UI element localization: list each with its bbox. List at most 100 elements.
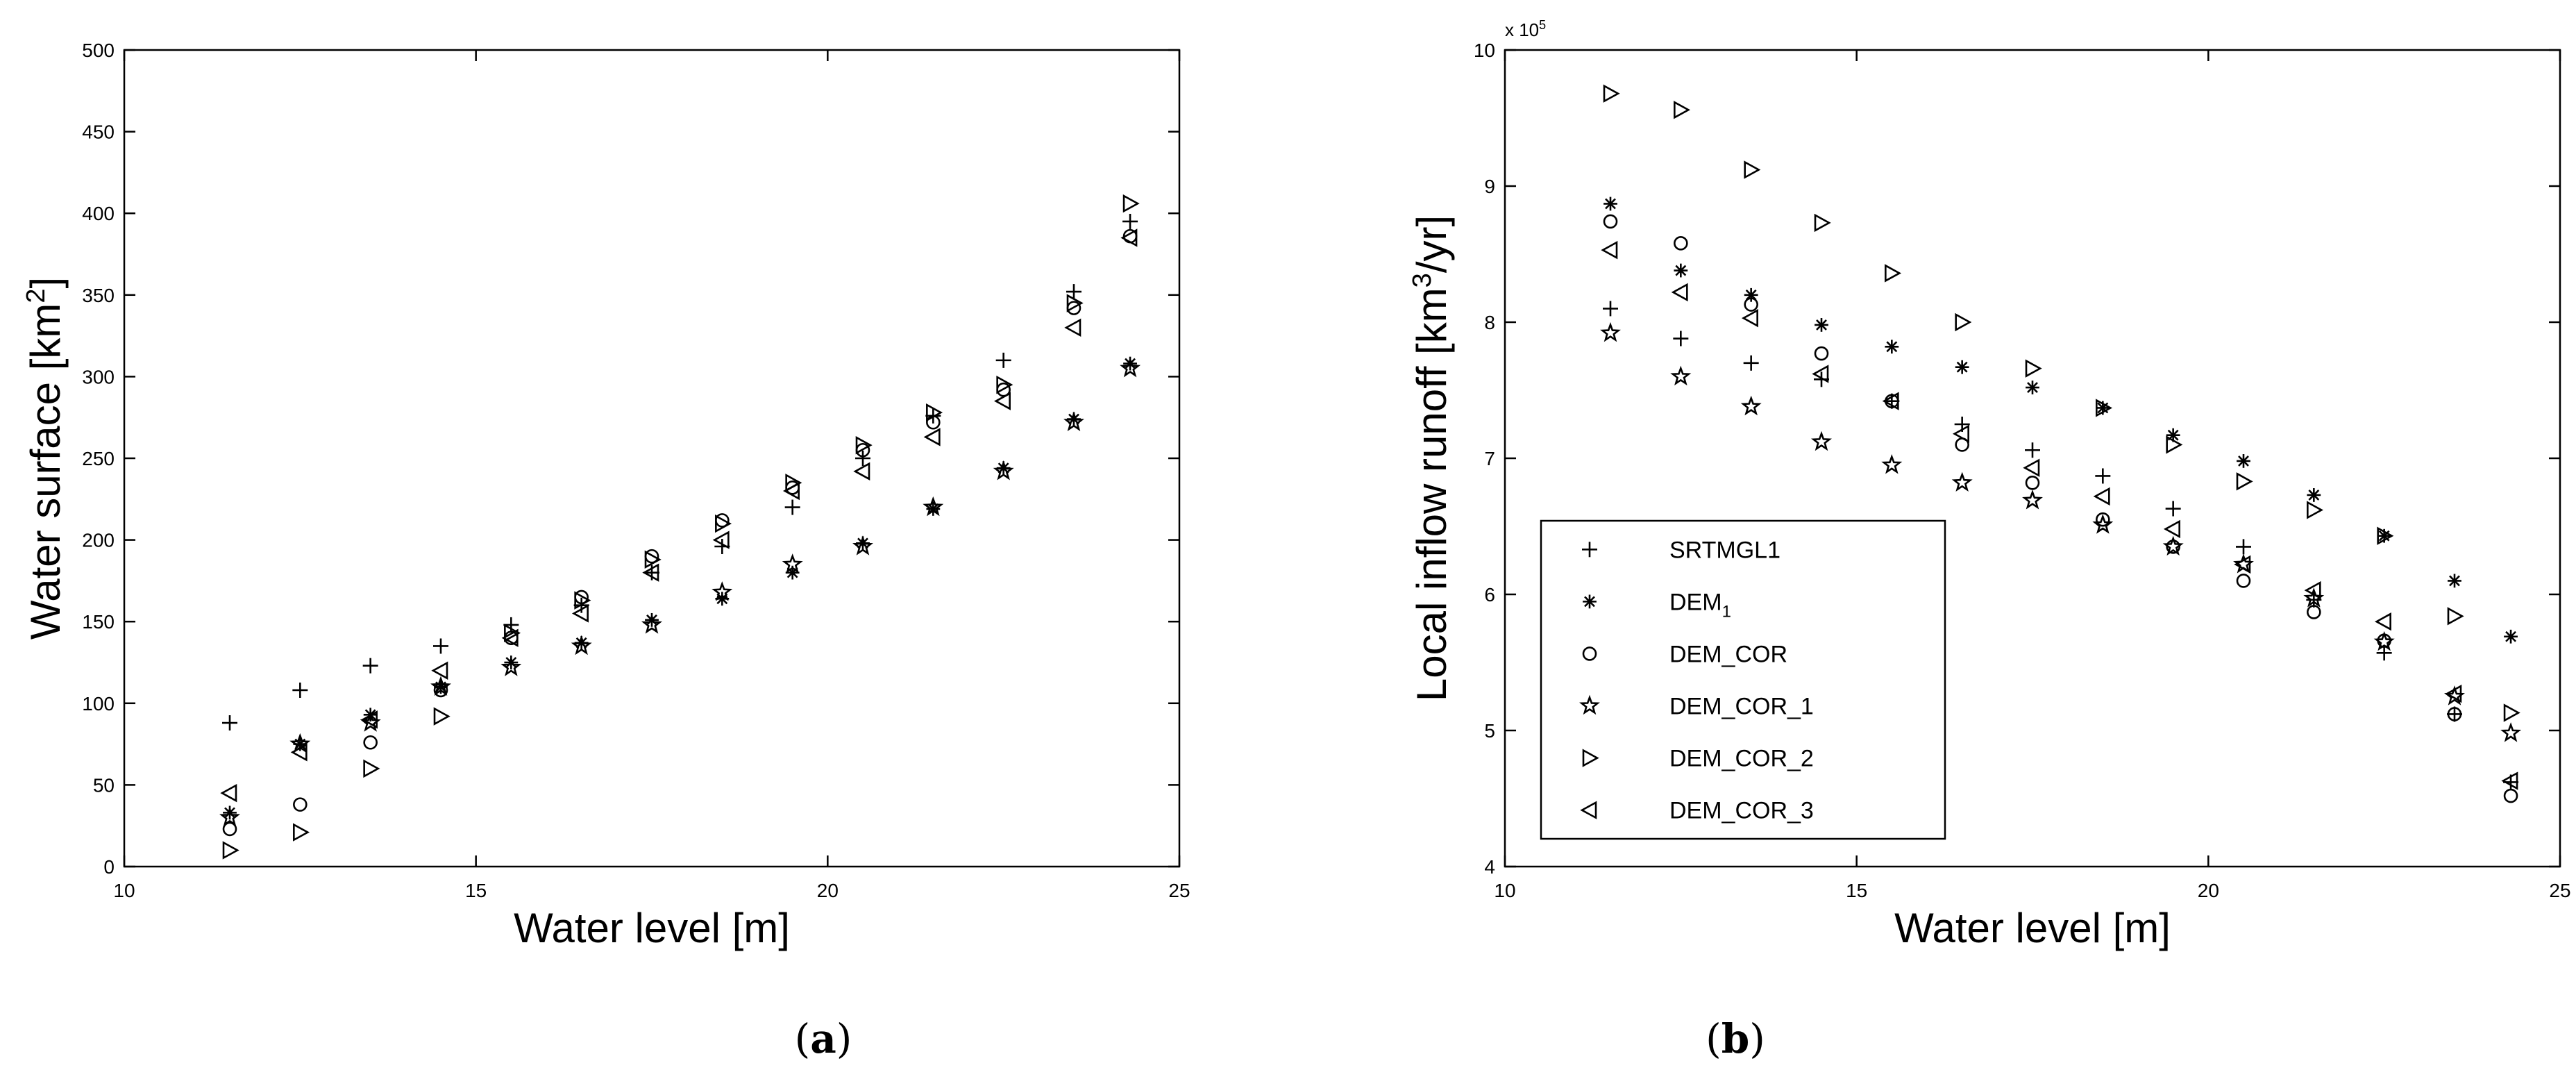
data-point-b-dem-cor-1 [1811,431,1832,451]
y-axis-label-a-main: Water surface [km [22,303,69,640]
panel-caption-b: (b) [1706,1015,1765,1062]
data-point-b-dem-cor-2 [2503,703,2520,722]
data-point-b-srtmgl1 [1673,331,1689,346]
data-point-b-dem-cor-3 [2023,458,2040,477]
legend-label-text: DEM_COR_2 [1669,746,1814,772]
data-point-b-dem-cor-1 [1951,471,1973,492]
data-point-a-dem-cor-3 [923,428,941,446]
legend-label-dem-cor-3: DEM_COR_3 [1669,798,1814,824]
data-point-a-srtmgl1 [292,682,308,698]
y-tick-label-a: 350 [82,285,115,306]
data-point-a-dem-cor-2 [293,823,310,842]
legend-label-text: DEM_COR [1669,641,1787,667]
data-point-b-srtmgl1 [2025,442,2040,458]
data-points-b [1600,84,2522,803]
data-point-b-dem-cor [1814,346,1829,361]
legend-label-dem-cor-2: DEM_COR_2 [1669,746,1814,772]
data-point-b-dem-cor-2 [2025,359,2042,378]
data-point-a-dem-cor-1 [500,656,522,676]
data-point-a-dem-cor-3 [993,392,1011,410]
data-point-b-srtmgl1 [2447,706,2462,722]
data-point-a-dem-cor-1 [923,496,944,517]
data-point-a-dem-cor-2 [855,435,873,455]
y-tick-label-b: 10 [1474,40,1495,61]
legend-label-srtmgl1: SRTMGL1 [1669,537,1781,563]
data-point-b-dem-cor-1 [2162,535,2184,556]
x-tick-label-b: 15 [1846,880,1867,901]
data-point-a-dem-cor-1 [852,535,873,555]
y-tick-label-b: 4 [1484,856,1495,878]
x-tick-label-b: 25 [2549,880,2570,901]
y-tick-label-a: 450 [82,122,115,143]
data-point-b-dem-cor-2 [1744,160,1761,179]
y-tick-label-a: 500 [82,40,115,61]
legend-marker-dem-cor-3 [1580,801,1597,819]
data-point-a-srtmgl1 [433,638,448,654]
y-axis-label-a-sup: 2 [22,288,51,303]
y-axis-label-b-main: Local inflow runoff [km [1408,287,1455,701]
data-point-b-dem-cor-3 [2234,555,2251,574]
x-tick-label-b: 20 [2198,880,2219,901]
data-point-b-dem-cor [2447,707,2462,721]
data-point-b-dem-cor [1674,236,1688,251]
data-point-b-dem-cor-2 [1885,264,1902,283]
data-point-a-srtmgl1 [855,451,870,466]
y-tick-label-a: 200 [82,530,115,551]
legend-marker-dem-cor [1582,646,1597,661]
legend-marker-dem-cor-2 [1582,749,1599,767]
data-point-b-dem-1 [1815,318,1828,332]
data-point-a-dem-cor-3 [220,783,237,803]
data-point-a-dem-cor-2 [574,591,591,610]
data-point-b-dem-1 [1955,360,1969,374]
data-point-a-dem-cor-3 [431,661,448,680]
legend-label-dem-cor-1: DEM_COR_1 [1669,694,1814,720]
y-scale-exponent: 5 [1539,18,1546,32]
data-point-a-dem-cor-3 [712,531,730,549]
data-point-a-dem-cor-1 [219,806,240,827]
y-tick-label-b: 8 [1484,312,1495,333]
data-point-b-srtmgl1 [2236,539,2251,555]
y-tick-label-b: 5 [1484,720,1495,742]
x-tick-label-a: 15 [465,880,487,901]
axis-ticks-b: 10 15 20 25 4 5 6 7 8 9 10 [1474,40,2571,901]
data-point-a-dem-cor-2 [715,514,732,533]
data-point-a-srtmgl1 [784,499,800,515]
data-point-b-dem-cor-1 [2092,514,2114,534]
data-point-b-dem-cor-3 [2304,580,2321,600]
y-tick-label-b: 9 [1484,176,1495,197]
data-point-a-dem-cor-2 [926,403,943,422]
plot-area-a [123,49,1181,868]
data-point-b-dem-cor-1 [1881,454,1903,474]
data-point-b-dem-1 [2448,574,2461,588]
data-point-b-dem-cor-3 [1671,283,1688,302]
data-point-a-srtmgl1 [1066,284,1081,300]
data-point-b-dem-cor-3 [1741,308,1758,328]
data-point-b-dem-cor-1 [1600,321,1621,342]
legend-items: SRTMGL1 DEM1 DEM_COR DEM_COR_1 DEM_COR_2 DEM_… [1579,537,1814,824]
data-point-b-dem-cor [2096,512,2110,527]
data-point-b-dem-cor-2 [2096,399,2113,417]
x-axis-label-b: Water level [m] [1894,905,2171,951]
data-point-b-dem-cor [1744,297,1758,312]
data-point-b-dem-cor-2 [2166,435,2183,454]
data-point-a-dem-cor-3 [782,481,800,501]
legend-label-dem-cor: DEM_COR [1669,641,1787,667]
data-point-b-dem-1 [2504,629,2518,644]
data-point-a-dem-cor-1 [1063,411,1084,432]
data-point-b-dem-cor [1603,214,1618,229]
data-point-b-srtmgl1 [2376,645,2392,661]
data-point-a-srtmgl1 [995,352,1011,368]
data-point-a-dem-1 [504,655,519,669]
data-point-b-dem-1 [2026,381,2039,394]
data-point-b-dem-1 [1674,263,1688,278]
y-axis-label-b-end: /yr] [1408,215,1455,273]
data-point-b-dem-cor-2 [2307,501,2324,519]
data-point-b-dem-cor [2236,574,2251,588]
legend-label-dem-1: DEM1 [1669,589,1731,621]
data-point-a-dem-cor-3 [360,710,378,729]
data-point-a-srtmgl1 [362,658,378,674]
y-tick-label-a: 0 [103,856,115,878]
data-point-a-dem-cor-1 [430,676,451,696]
data-point-a-srtmgl1 [222,715,237,731]
